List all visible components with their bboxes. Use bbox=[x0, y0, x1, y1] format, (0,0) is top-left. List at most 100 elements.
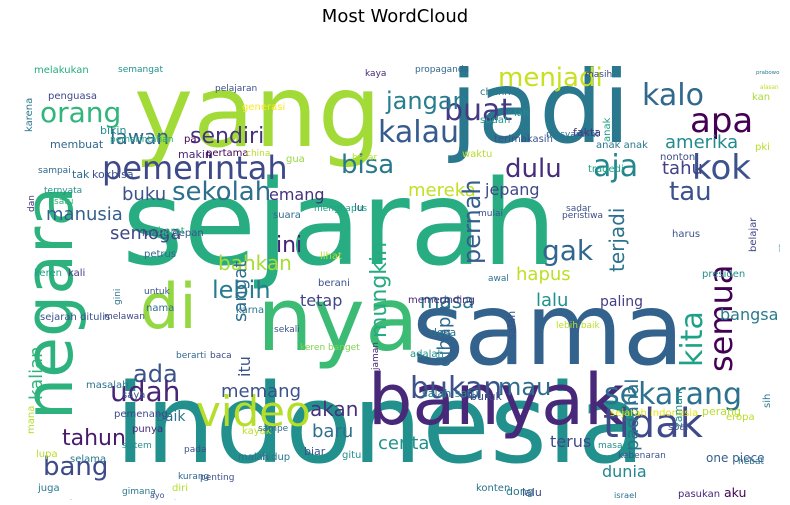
word-106: generasi bbox=[242, 102, 285, 113]
word-117: waktu bbox=[462, 149, 492, 160]
word-182: kebenaran bbox=[618, 451, 666, 461]
word-53: bang bbox=[43, 452, 108, 482]
word-169: sistem bbox=[122, 441, 152, 451]
word-57: baru bbox=[312, 421, 353, 442]
word-40: amerika bbox=[665, 132, 738, 153]
word-17: apa bbox=[690, 101, 753, 141]
word-157: buruk bbox=[470, 390, 502, 403]
word-12: tidak bbox=[603, 401, 704, 447]
word-166: sampe bbox=[258, 424, 289, 434]
word-161: masalah bbox=[86, 380, 128, 391]
word-146: sejarah ditulis bbox=[40, 312, 110, 323]
word-93: kaya bbox=[365, 69, 386, 79]
word-149: berarti bbox=[176, 351, 206, 361]
word-30: mereka bbox=[408, 180, 476, 201]
word-43: ini bbox=[276, 233, 302, 258]
word-15: buat bbox=[444, 93, 512, 128]
word-49: mau bbox=[498, 373, 551, 401]
word-90: semangat bbox=[118, 65, 163, 75]
word-140: berani bbox=[318, 278, 350, 289]
word-11: kalau bbox=[378, 115, 459, 150]
word-31: jepang bbox=[484, 180, 540, 199]
word-71: bangsa bbox=[720, 305, 778, 324]
word-156: salah satu bbox=[422, 387, 479, 400]
word-88: pki bbox=[755, 142, 770, 153]
word-193: dong bbox=[506, 485, 534, 498]
word-134: lihat bbox=[320, 251, 342, 262]
word-48: ada bbox=[133, 360, 178, 388]
word-77: sejarah indonesia bbox=[610, 408, 698, 419]
word-175: lupa bbox=[36, 449, 58, 460]
word-105: pa bbox=[184, 134, 196, 145]
word-103: china bbox=[246, 149, 270, 159]
word-4: sama bbox=[412, 271, 684, 388]
word-132: harus bbox=[672, 229, 700, 240]
word-141: karna bbox=[236, 305, 264, 316]
word-2: yang bbox=[134, 53, 381, 170]
word-130: sadar bbox=[566, 204, 591, 214]
word-109: terimakasih bbox=[494, 134, 553, 145]
word-7: banyak bbox=[368, 359, 625, 441]
word-38: tersebut bbox=[778, 244, 780, 252]
word-33: mungkin bbox=[367, 242, 392, 338]
word-178: penting bbox=[200, 473, 234, 483]
word-154: salah bbox=[505, 311, 518, 340]
word-115: anak bbox=[602, 117, 613, 142]
word-97: bikin bbox=[100, 124, 126, 137]
word-147: sekali bbox=[274, 325, 300, 335]
word-172: hidup bbox=[262, 452, 290, 463]
word-98: membuat bbox=[50, 138, 104, 151]
word-96: penguasa bbox=[48, 91, 97, 102]
word-113: nonton bbox=[660, 152, 695, 163]
word-68: dihapus bbox=[434, 296, 455, 367]
word-118: karena bbox=[24, 98, 35, 132]
word-85: prabowo bbox=[756, 70, 779, 76]
word-181: masa bbox=[598, 441, 623, 451]
word-158: zaman bbox=[672, 391, 685, 428]
word-70: itu bbox=[235, 356, 254, 377]
word-32: pernah bbox=[458, 179, 486, 264]
word-144: gini bbox=[113, 289, 123, 305]
word-67: lalu bbox=[536, 290, 568, 311]
word-55: akan bbox=[310, 397, 358, 421]
word-76: memerinding bbox=[408, 295, 475, 306]
word-56: memang bbox=[221, 381, 301, 402]
word-95: channel bbox=[480, 87, 520, 98]
word-74: one piece bbox=[706, 451, 764, 465]
word-108: lah bbox=[514, 108, 529, 119]
word-65: hapus bbox=[516, 264, 571, 285]
word-23: tau bbox=[669, 177, 712, 207]
word-137: presiden bbox=[702, 269, 745, 280]
word-75: baik bbox=[156, 409, 186, 425]
word-183: pasukan bbox=[678, 489, 720, 500]
word-179: konten bbox=[476, 483, 510, 494]
word-155: lebih baik bbox=[556, 321, 601, 331]
word-165: kayak bbox=[242, 426, 272, 437]
word-25: jangan bbox=[385, 87, 468, 115]
word-142: nama bbox=[146, 303, 174, 314]
word-164: punya bbox=[132, 424, 163, 435]
word-89: melakukan bbox=[34, 65, 89, 76]
word-104: gua bbox=[286, 154, 305, 165]
word-138: awal bbox=[488, 274, 509, 284]
word-143: untuk bbox=[144, 287, 171, 297]
word-22: kok bbox=[692, 148, 751, 188]
word-191: suka bbox=[174, 499, 176, 500]
word-110: masyarakat bbox=[546, 130, 600, 140]
word-41: tahu bbox=[662, 158, 703, 179]
word-199: eropa bbox=[726, 412, 755, 423]
word-151: jaman bbox=[371, 342, 381, 371]
word-92: masih bbox=[585, 70, 612, 80]
word-107: sudah bbox=[480, 115, 510, 126]
word-173: biar bbox=[304, 445, 326, 458]
word-52: tahun bbox=[62, 426, 126, 451]
word-119: sampai bbox=[38, 166, 71, 176]
word-28: buku bbox=[122, 184, 166, 205]
word-168: mana bbox=[26, 406, 37, 434]
word-126: suara bbox=[273, 210, 301, 221]
word-148: keren banget bbox=[300, 343, 360, 353]
word-121: dan bbox=[27, 195, 37, 212]
word-127: menghapus bbox=[314, 204, 367, 214]
word-0: sejarah bbox=[122, 154, 557, 292]
